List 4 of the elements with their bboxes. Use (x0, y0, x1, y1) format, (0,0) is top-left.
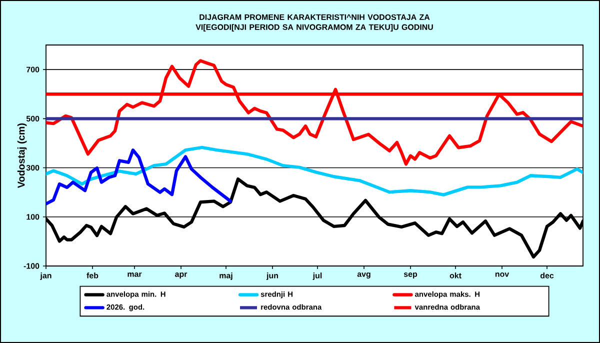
line-series (46, 146, 584, 196)
line-series (46, 59, 584, 166)
y-axis-title: Vodostaj (cm) (17, 123, 27, 188)
line-series (46, 148, 232, 206)
